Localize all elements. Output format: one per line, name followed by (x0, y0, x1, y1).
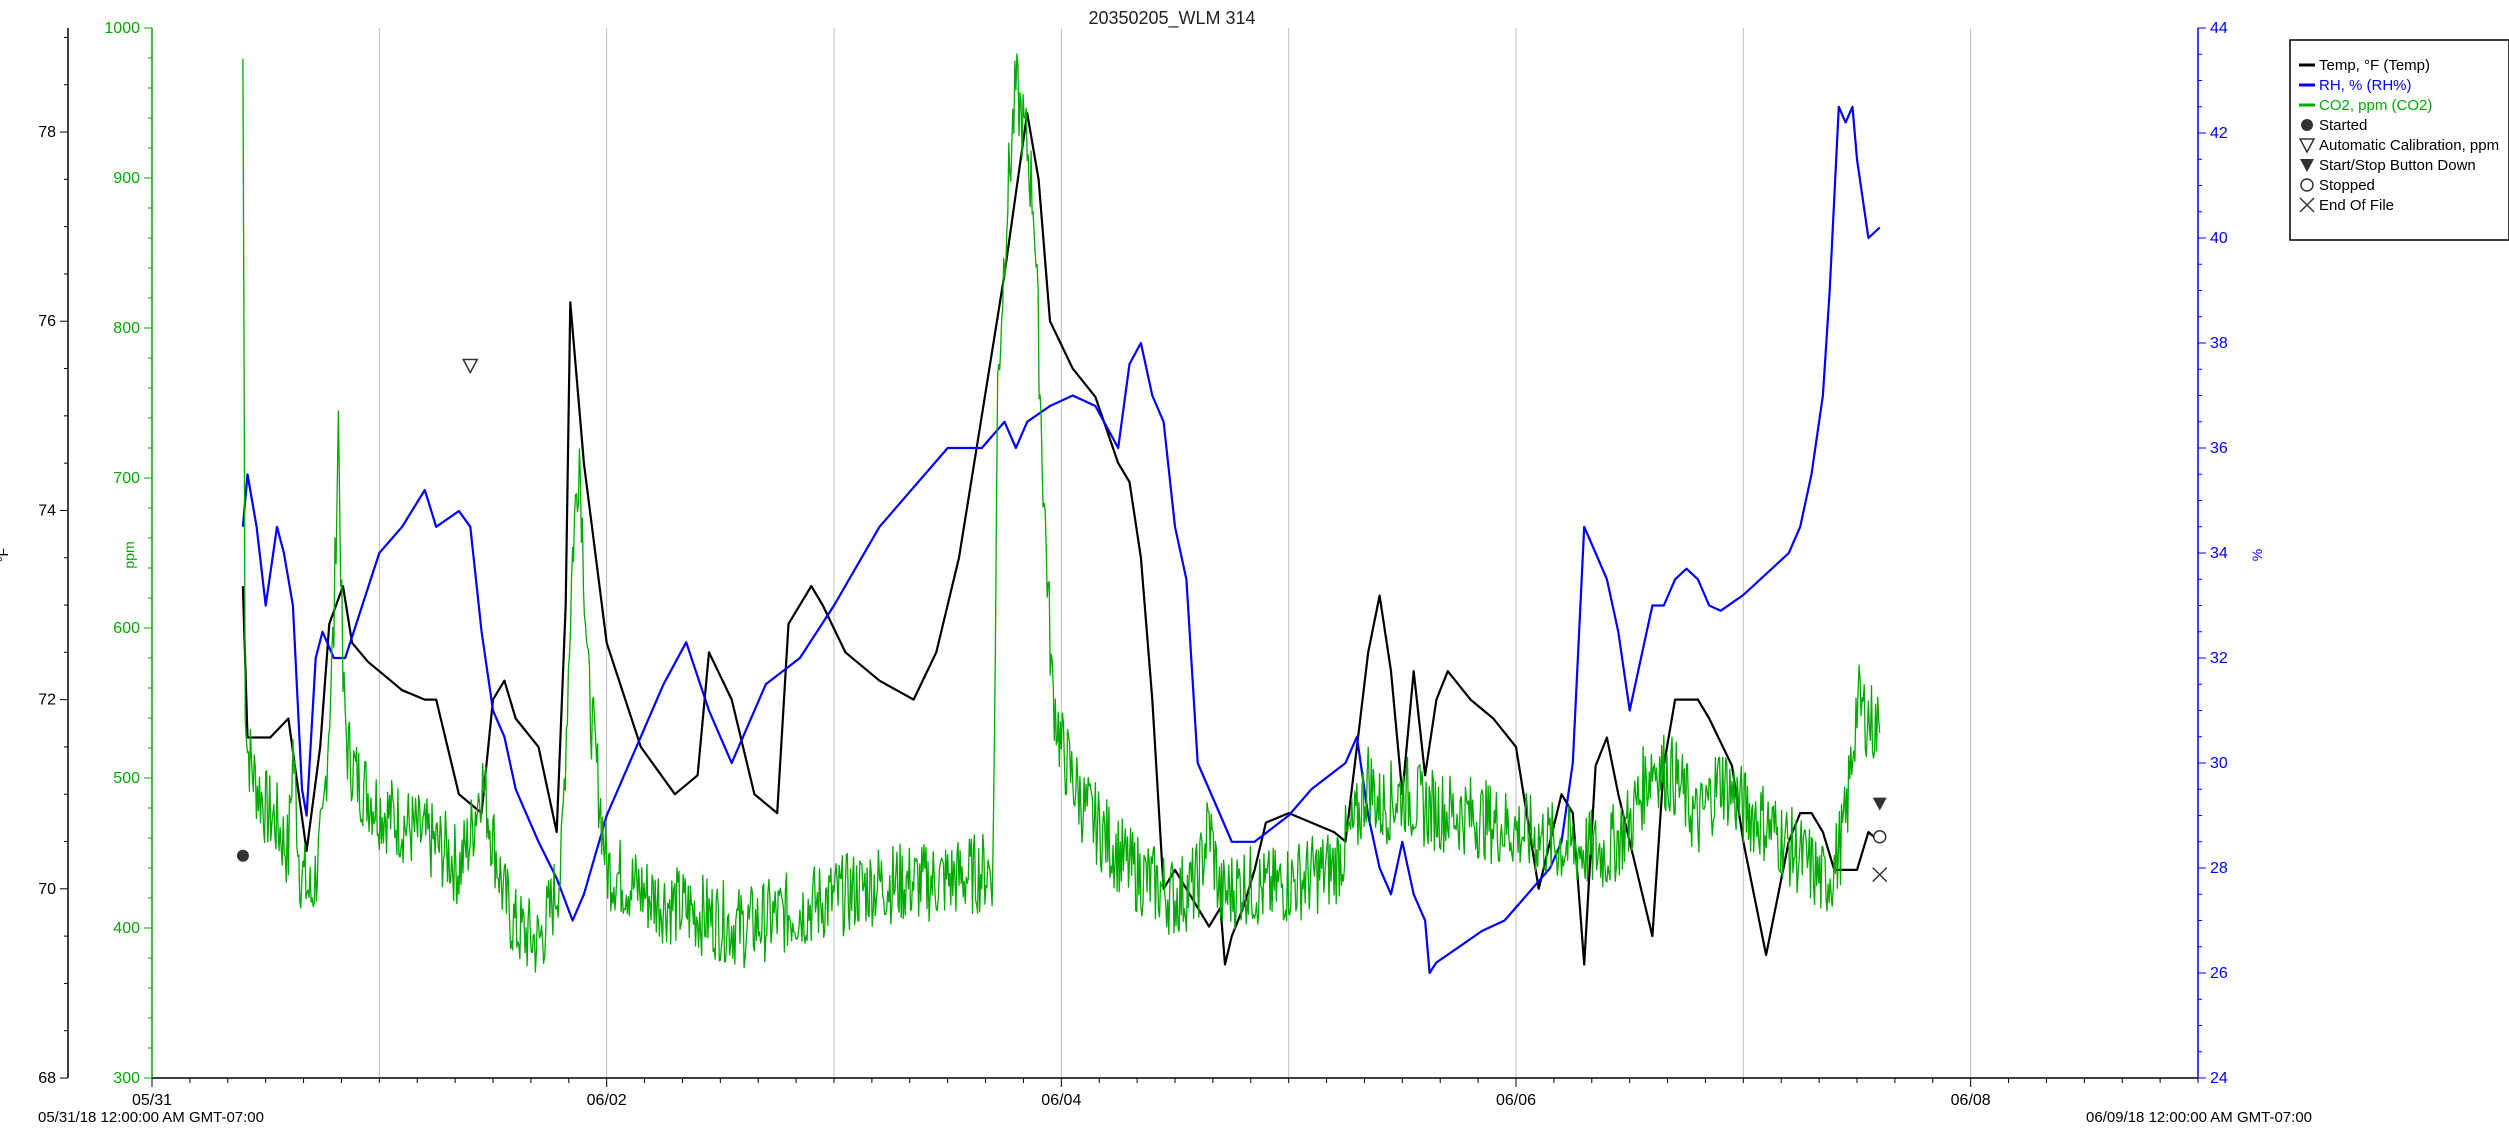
x-tick-label: 05/31 (132, 1092, 172, 1109)
series-line-co2 (242, 53, 1881, 973)
rh-tick-label: 24 (2210, 1070, 2228, 1087)
legend-label: Started (2319, 117, 2367, 134)
cross-stroke (1872, 867, 1888, 883)
rh-tick-label: 30 (2210, 755, 2228, 772)
marker-cross (1872, 867, 1888, 883)
temp-tick-label: 76 (38, 313, 56, 330)
legend-label: End Of File (2319, 197, 2394, 214)
co2-axis-title: ppm (121, 541, 137, 568)
legend-items: Temp, °F (Temp) RH, % (RH%) CO2, ppm (CO2)… (2298, 57, 2499, 214)
series-layer (241, 53, 1881, 975)
legend-swatch-open-circle (2300, 178, 2314, 192)
x-start-label: 05/31/18 12:00:00 AM GMT-07:00 (38, 1109, 264, 1126)
temp-tick-label: 68 (38, 1070, 56, 1087)
temp-tick-label: 78 (38, 124, 56, 141)
co2-tick-label: 400 (113, 920, 140, 937)
temp-tick-label: 72 (38, 692, 56, 709)
x-tick-label: 06/02 (587, 1092, 627, 1109)
legend-label: RH, % (RH%) (2319, 77, 2412, 94)
co2-tick-label: 700 (113, 470, 140, 487)
marker-open-triangle-down (462, 358, 479, 375)
co2-tick-label: 500 (113, 770, 140, 787)
x-tick-label: 06/08 (1951, 1092, 1991, 1109)
legend-swatch-filled-triangle-down (2300, 159, 2314, 172)
series-line-temp (241, 111, 1881, 966)
rh-axis-title: % (2249, 549, 2265, 561)
x-tick-label: 06/04 (1041, 1092, 1081, 1109)
co2-tick-label: 900 (113, 170, 140, 187)
rh-tick-label: 40 (2210, 230, 2228, 247)
marker-filled-circle (236, 849, 249, 862)
rh-tick-label: 32 (2210, 650, 2228, 667)
cross-stroke (2299, 197, 2315, 213)
rh-tick-label: 38 (2210, 335, 2228, 352)
temp-tick-label: 74 (38, 502, 56, 519)
marker-open-circle (1872, 830, 1887, 844)
x-end-label: 06/09/18 12:00:00 AM GMT-07:00 (2086, 1109, 2312, 1126)
marker-filled-triangle-down (1872, 797, 1887, 811)
series-line-rh (241, 105, 1881, 975)
legend-label: Stopped (2319, 177, 2375, 194)
legend-box (2289, 39, 2509, 241)
rh-tick-label: 36 (2210, 440, 2228, 457)
legend: Temp, °F (Temp) RH, % (RH%) CO2, ppm (CO2)… (2289, 39, 2509, 241)
marker-layer (236, 358, 1888, 883)
legend-label: Automatic Calibration, ppm (2319, 137, 2499, 154)
co2-tick-label: 800 (113, 320, 140, 337)
axis-layer: 05/31 06/02 06/04 06/06 06/08 68 70 72 74 76 78 300… (38, 20, 2228, 1109)
rh-tick-label: 26 (2210, 965, 2228, 982)
legend-label: CO2, ppm (CO2) (2319, 97, 2432, 114)
co2-tick-label: 600 (113, 620, 140, 637)
rh-tick-label: 42 (2210, 125, 2228, 142)
x-tick-label: 06/06 (1496, 1092, 1536, 1109)
rh-tick-label: 34 (2210, 545, 2228, 562)
legend-swatch-filled-circle (2301, 119, 2313, 131)
co2-tick-label: 1000 (104, 20, 140, 37)
chart-title: 20350205_WLM 314 (1088, 8, 1255, 29)
legend-swatch-open-triangle-down (2298, 138, 2316, 154)
grid-layer (378, 28, 1972, 1078)
legend-label: Temp, °F (Temp) (2319, 57, 2430, 74)
legend-label: Start/Stop Button Down (2319, 157, 2476, 174)
temp-tick-label: 70 (38, 881, 56, 898)
rh-tick-label: 44 (2210, 20, 2228, 37)
co2-tick-label: 300 (113, 1070, 140, 1087)
temp-axis-title: °F (0, 548, 11, 562)
legend-swatch-cross (2299, 197, 2315, 213)
rh-tick-label: 28 (2210, 860, 2228, 877)
